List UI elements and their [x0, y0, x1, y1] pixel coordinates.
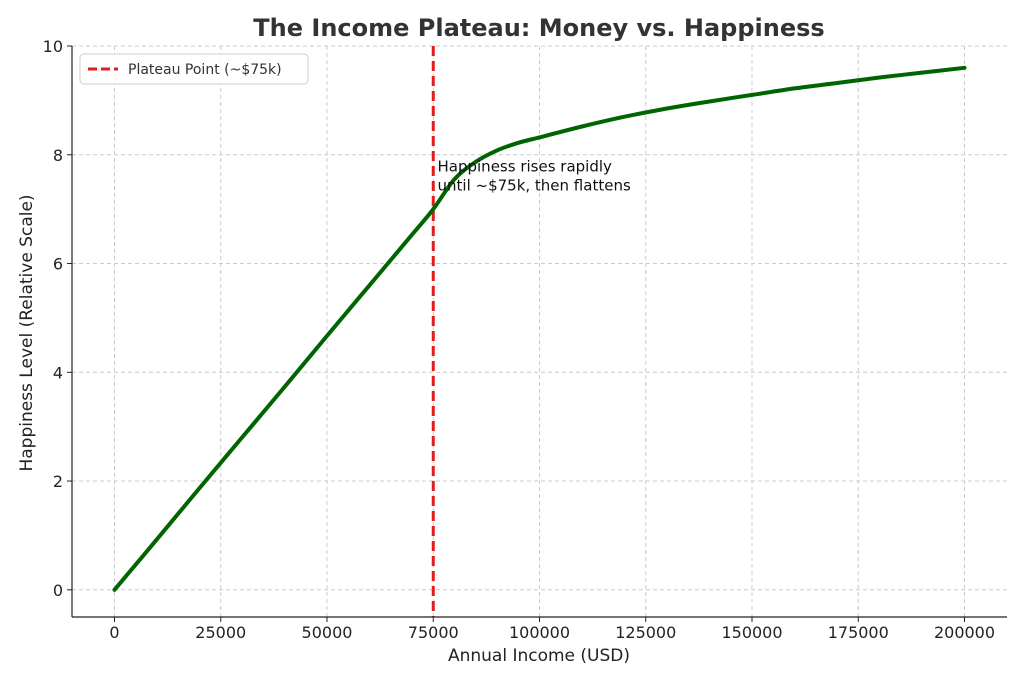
y-tick-label-3: 6: [53, 255, 63, 274]
happiness-curve-line: [112, 65, 967, 592]
series-layer: [112, 65, 967, 592]
x-ticks: 0 25000 50000 75000 100000 125000 150000 175000…: [109, 617, 995, 642]
legend-box: [79, 53, 309, 85]
legend: Plateau Point (~$75k): [79, 53, 309, 85]
gridlines: [72, 45, 1007, 617]
annotation-line-1: until ~$75k, then flattens: [438, 177, 631, 195]
x-tick-label-5: 125000: [615, 623, 676, 642]
legend-entry-plateau: Plateau Point (~$75k): [128, 62, 282, 78]
y-tick-label-1: 2: [53, 472, 63, 491]
x-axis-label: Annual Income (USD): [448, 646, 630, 666]
x-tick-label-3: 75000: [408, 623, 459, 642]
annotation-line-0: Happiness rises rapidly: [438, 158, 613, 176]
x-tick-label-8: 200000: [934, 623, 995, 642]
x-tick-label-7: 175000: [828, 623, 889, 642]
x-tick-label-2: 50000: [302, 623, 353, 642]
y-tick-label-4: 8: [53, 146, 63, 165]
y-axis-label: Happiness Level (Relative Scale): [17, 194, 37, 471]
x-tick-label-4: 100000: [509, 623, 570, 642]
x-tick-label-0: 0: [109, 623, 119, 642]
x-tick-label-1: 25000: [195, 623, 246, 642]
y-tick-label-0: 0: [53, 581, 63, 600]
x-tick-label-6: 150000: [721, 623, 782, 642]
y-ticks: 0 2 4 6 8 10: [43, 37, 72, 600]
y-tick-label-5: 10: [43, 37, 63, 56]
y-tick-label-2: 4: [53, 363, 63, 382]
chart-title: The Income Plateau: Money vs. Happiness: [253, 14, 824, 42]
